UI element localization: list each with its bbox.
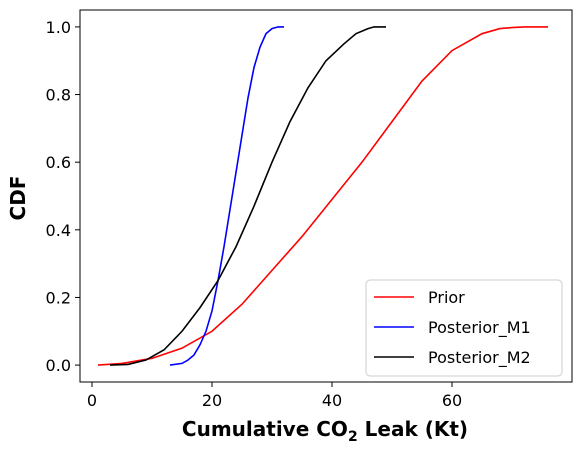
x-axis-title-suffix: Leak (Kt)	[358, 417, 468, 441]
y-axis-title: CDF	[6, 176, 30, 221]
y-tick-label: 0.8	[46, 86, 71, 105]
y-tick-label: 0.4	[46, 221, 71, 240]
x-tick-label: 0	[87, 391, 97, 410]
x-axis-title: Cumulative CO2 Leak (Kt)	[182, 417, 468, 445]
x-tick-label: 20	[202, 391, 222, 410]
x-axis-title-subscript: 2	[348, 429, 358, 445]
y-tick-label: 1.0	[46, 18, 71, 37]
legend-label: Posterior_M1	[428, 318, 531, 338]
y-tick-label: 0.2	[46, 288, 71, 307]
legend: Prior Posterior_M1 Posterior_M2	[366, 280, 562, 376]
y-tick-label: 0.6	[46, 153, 71, 172]
x-tick-label: 60	[442, 391, 462, 410]
legend-label: Prior	[428, 288, 465, 307]
series-line-posterior-m2	[110, 27, 386, 365]
legend-label: Posterior_M2	[428, 348, 531, 368]
y-tick-label: 0.0	[46, 356, 71, 375]
series-line-posterior-m1	[170, 27, 284, 365]
x-tick-label: 40	[322, 391, 342, 410]
